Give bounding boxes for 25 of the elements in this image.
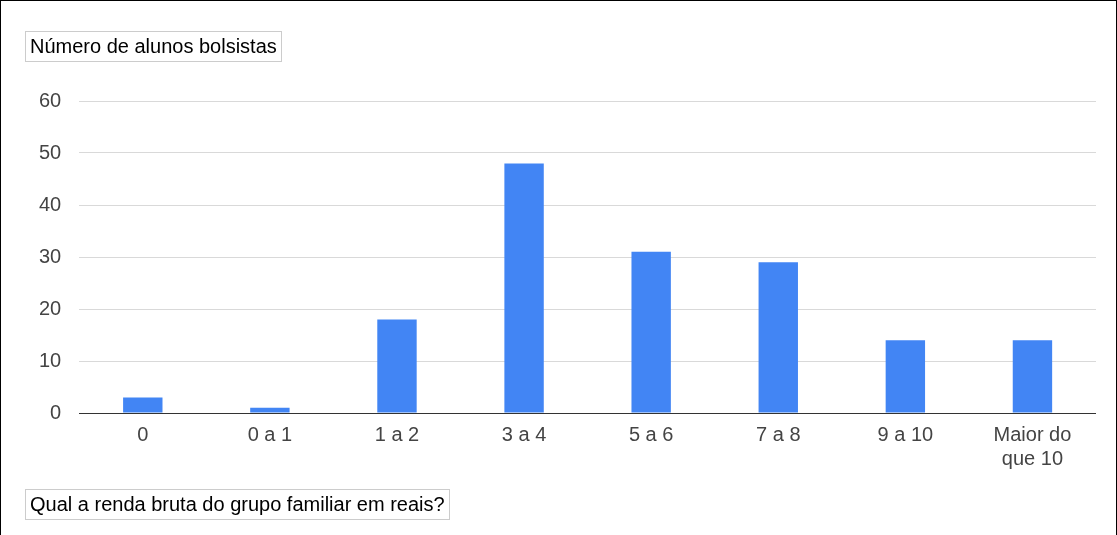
bar xyxy=(504,163,544,413)
bar xyxy=(631,251,671,413)
y-tick-label: 20 xyxy=(39,296,62,319)
x-tick-label: 1 a 2 xyxy=(374,422,420,445)
x-tick-label: 0 a 1 xyxy=(247,422,293,445)
x-tick-label: 3 a 4 xyxy=(501,422,547,445)
x-tick-label: 9 a 10 xyxy=(877,422,934,445)
bar xyxy=(123,397,163,413)
bar xyxy=(758,262,798,413)
y-tick-label: 60 xyxy=(39,88,62,111)
y-tick-label: 0 xyxy=(50,400,62,423)
y-tick-label: 50 xyxy=(39,140,62,163)
x-tick-label: Maior do que 10 xyxy=(993,422,1072,469)
x-axis-title: Qual a renda bruta do grupo familiar em reais? xyxy=(25,489,450,520)
y-tick-label: 40 xyxy=(39,192,62,215)
x-tick-label: 0 xyxy=(137,422,149,445)
y-axis-title: Número de alunos bolsistas xyxy=(25,31,282,62)
x-tick-label: 7 a 8 xyxy=(756,422,801,445)
y-tick-label: 30 xyxy=(39,244,62,267)
bar xyxy=(1012,340,1053,413)
bar xyxy=(377,319,417,413)
y-tick-label: 10 xyxy=(39,348,62,371)
x-tick-label: 5 a 6 xyxy=(628,422,674,445)
bar xyxy=(250,407,290,413)
bar xyxy=(885,340,926,413)
